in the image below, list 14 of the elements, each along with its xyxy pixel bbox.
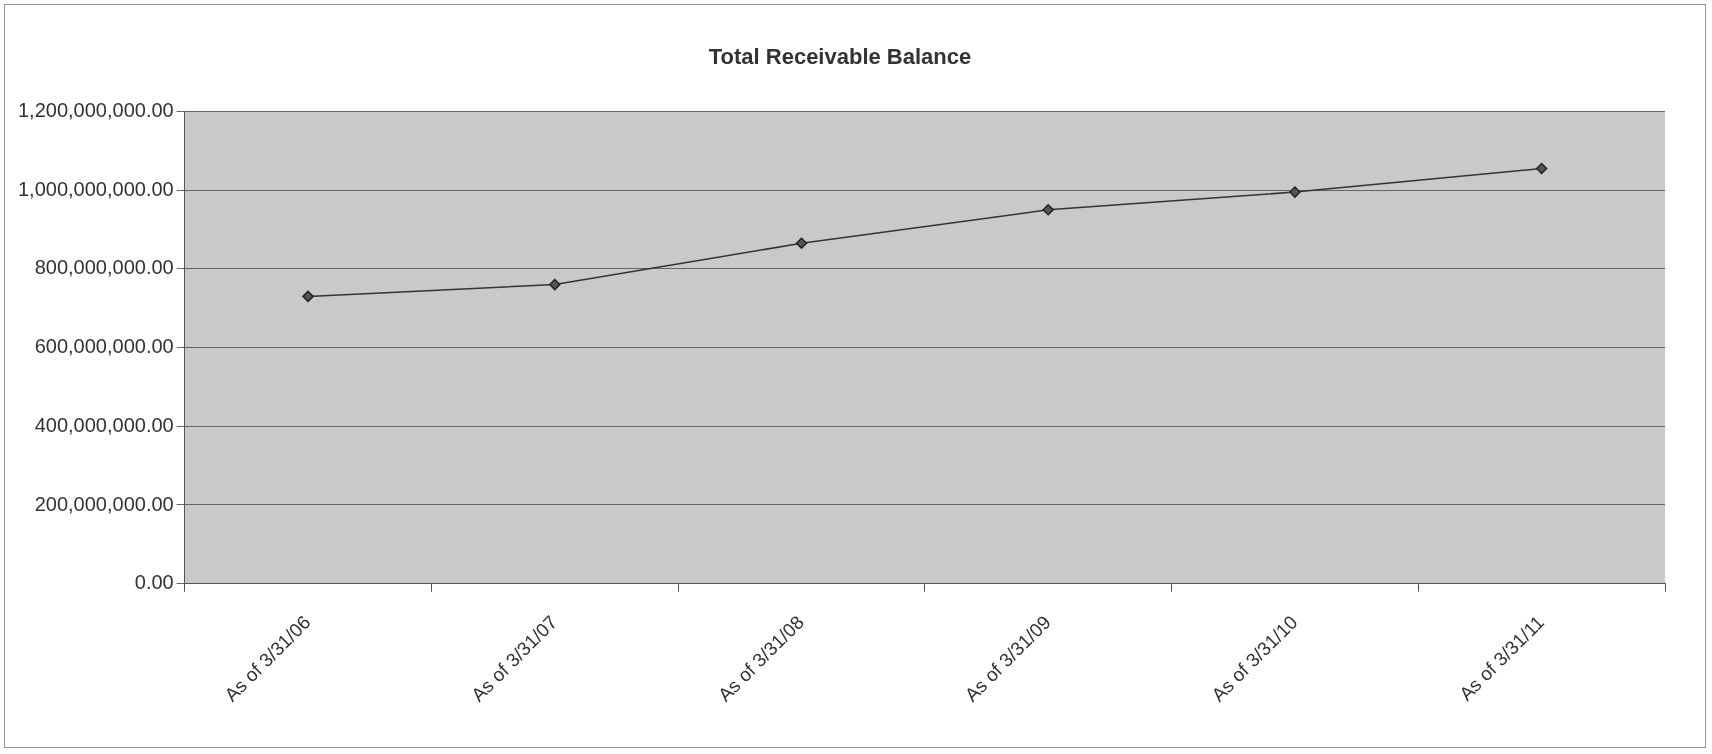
point	[302, 290, 314, 303]
y-tick-label: 400,000,000.00	[34, 413, 174, 436]
y-tick-label: 200,000,000.00	[34, 492, 174, 515]
point	[1289, 186, 1301, 198]
point	[1535, 162, 1548, 175]
point	[1042, 204, 1054, 216]
y-tick-label: 600,000,000.00	[34, 335, 174, 358]
y-tick-label: 1,000,000,000.00	[18, 177, 174, 200]
y-tick-label: 0.00	[134, 571, 174, 594]
y-tick-label: 800,000,000.00	[34, 256, 174, 279]
y-tick-label: 1,200,000,000.00	[18, 98, 174, 121]
point	[795, 237, 808, 249]
point	[549, 278, 561, 291]
chart-title: Total Receivable Balance	[708, 44, 972, 70]
